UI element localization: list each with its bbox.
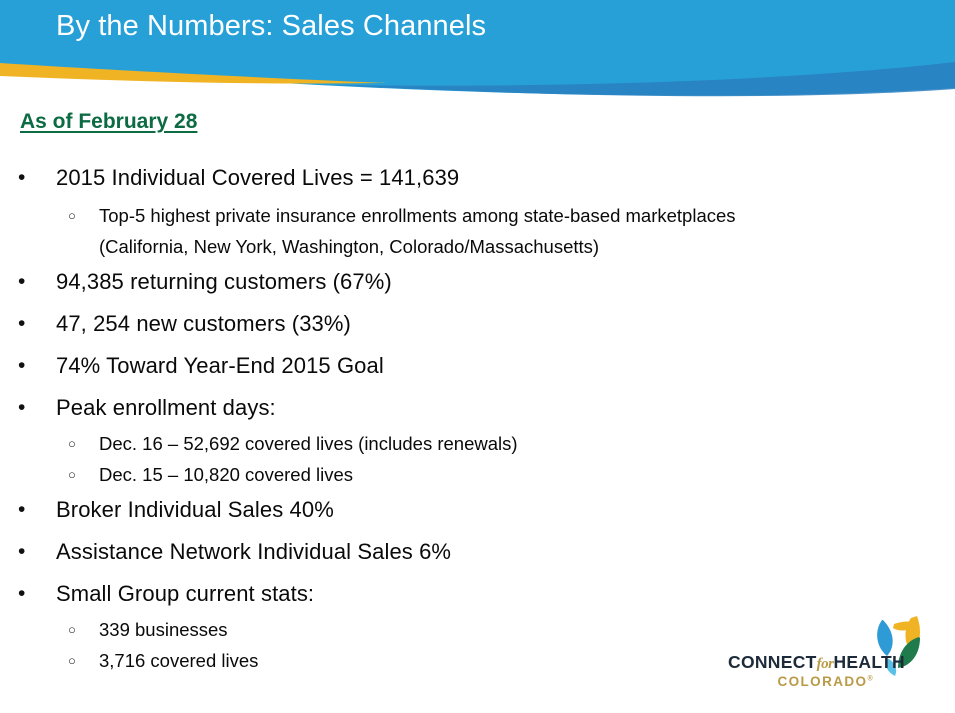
bullet-disc-icon: • xyxy=(18,396,26,419)
list-item: • Broker Individual Sales 40% xyxy=(0,490,955,530)
logo-word-connect: CONNECT xyxy=(728,652,817,672)
header-yellow-band-lower xyxy=(0,68,386,84)
list-item: • Assistance Network Individual Sales 6% xyxy=(0,532,955,572)
bullet-circle-icon: ○ xyxy=(68,653,76,668)
leaf-blue xyxy=(877,620,893,656)
list-item-label: Top-5 highest private insurance enrollme… xyxy=(99,205,736,257)
list-item: ○ Dec. 16 – 52,692 covered lives (includ… xyxy=(0,428,955,459)
list-item-label: Small Group current stats: xyxy=(56,581,315,606)
list-item-label: Assistance Network Individual Sales 6% xyxy=(56,539,452,564)
list-item: ○ Dec. 15 – 10,820 covered lives xyxy=(0,459,955,490)
list-item-label: 2015 Individual Covered Lives = 141,639 xyxy=(56,165,460,190)
list-item-label: 339 businesses xyxy=(99,619,228,640)
logo-primary-text: CONNECTforHEALTH xyxy=(728,652,905,673)
page-title: By the Numbers: Sales Channels xyxy=(56,10,487,42)
list-item-label: Dec. 16 – 52,692 covered lives (includes… xyxy=(99,433,518,454)
logo-wordmark: CONNECTforHEALTH COLORADO® xyxy=(728,652,905,689)
bullet-circle-icon: ○ xyxy=(68,467,76,482)
leaf-cluster-icon xyxy=(877,616,920,676)
bullet-disc-icon: • xyxy=(18,312,26,335)
bullet-disc-icon: • xyxy=(18,354,26,377)
leaf-lightblue xyxy=(885,658,897,676)
logo-word-colorado: COLORADO xyxy=(777,674,868,689)
logo-secondary-text: COLORADO® xyxy=(728,674,878,689)
header-darkblue-swoosh xyxy=(330,62,955,97)
list-item: ○ Top-5 highest private insurance enroll… xyxy=(0,200,955,262)
leaf-green xyxy=(898,637,920,668)
bullet-disc-icon: • xyxy=(18,498,26,521)
list-item-label: 3,716 covered lives xyxy=(99,650,259,671)
slide-header-band: By the Numbers: Sales Channels xyxy=(0,0,955,100)
logo-word-health: HEALTH xyxy=(833,652,905,672)
bullet-disc-icon: • xyxy=(18,270,26,293)
registered-mark: ® xyxy=(867,675,874,683)
list-item-label: Peak enrollment days: xyxy=(56,395,276,420)
bullet-circle-icon: ○ xyxy=(68,622,76,637)
list-item: • 74% Toward Year-End 2015 Goal xyxy=(0,346,955,386)
list-item: • 47, 254 new customers (33%) xyxy=(0,304,955,344)
bullet-list: • 2015 Individual Covered Lives = 141,63… xyxy=(0,158,955,676)
list-item: • Small Group current stats: xyxy=(0,574,955,614)
bullet-circle-icon: ○ xyxy=(68,436,76,451)
bullet-circle-icon: ○ xyxy=(68,208,76,223)
header-blue-shape xyxy=(0,0,955,96)
list-item: • 2015 Individual Covered Lives = 141,63… xyxy=(0,158,955,198)
list-item: ○ 339 businesses xyxy=(0,614,955,645)
connect-for-health-colorado-logo: CONNECTforHEALTH COLORADO® xyxy=(728,614,928,698)
section-heading: As of February 28 xyxy=(20,110,198,133)
bullet-disc-icon: • xyxy=(18,582,26,605)
list-item: • Peak enrollment days: xyxy=(0,388,955,428)
bullet-disc-icon: • xyxy=(18,166,26,189)
logo-word-for: for xyxy=(816,656,834,672)
list-item: ○ 3,716 covered lives xyxy=(0,645,955,676)
bullet-disc-icon: • xyxy=(18,540,26,563)
header-decoration-svg xyxy=(0,0,955,97)
list-item-label: Broker Individual Sales 40% xyxy=(56,497,334,522)
list-item-label: 94,385 returning customers (67%) xyxy=(56,269,392,294)
list-item-label: 74% Toward Year-End 2015 Goal xyxy=(56,353,384,378)
list-item-label: 47, 254 new customers (33%) xyxy=(56,311,351,336)
list-item-label: Dec. 15 – 10,820 covered lives xyxy=(99,464,354,485)
list-item: • 94,385 returning customers (67%) xyxy=(0,262,955,302)
leaf-yellow-2 xyxy=(893,621,920,631)
